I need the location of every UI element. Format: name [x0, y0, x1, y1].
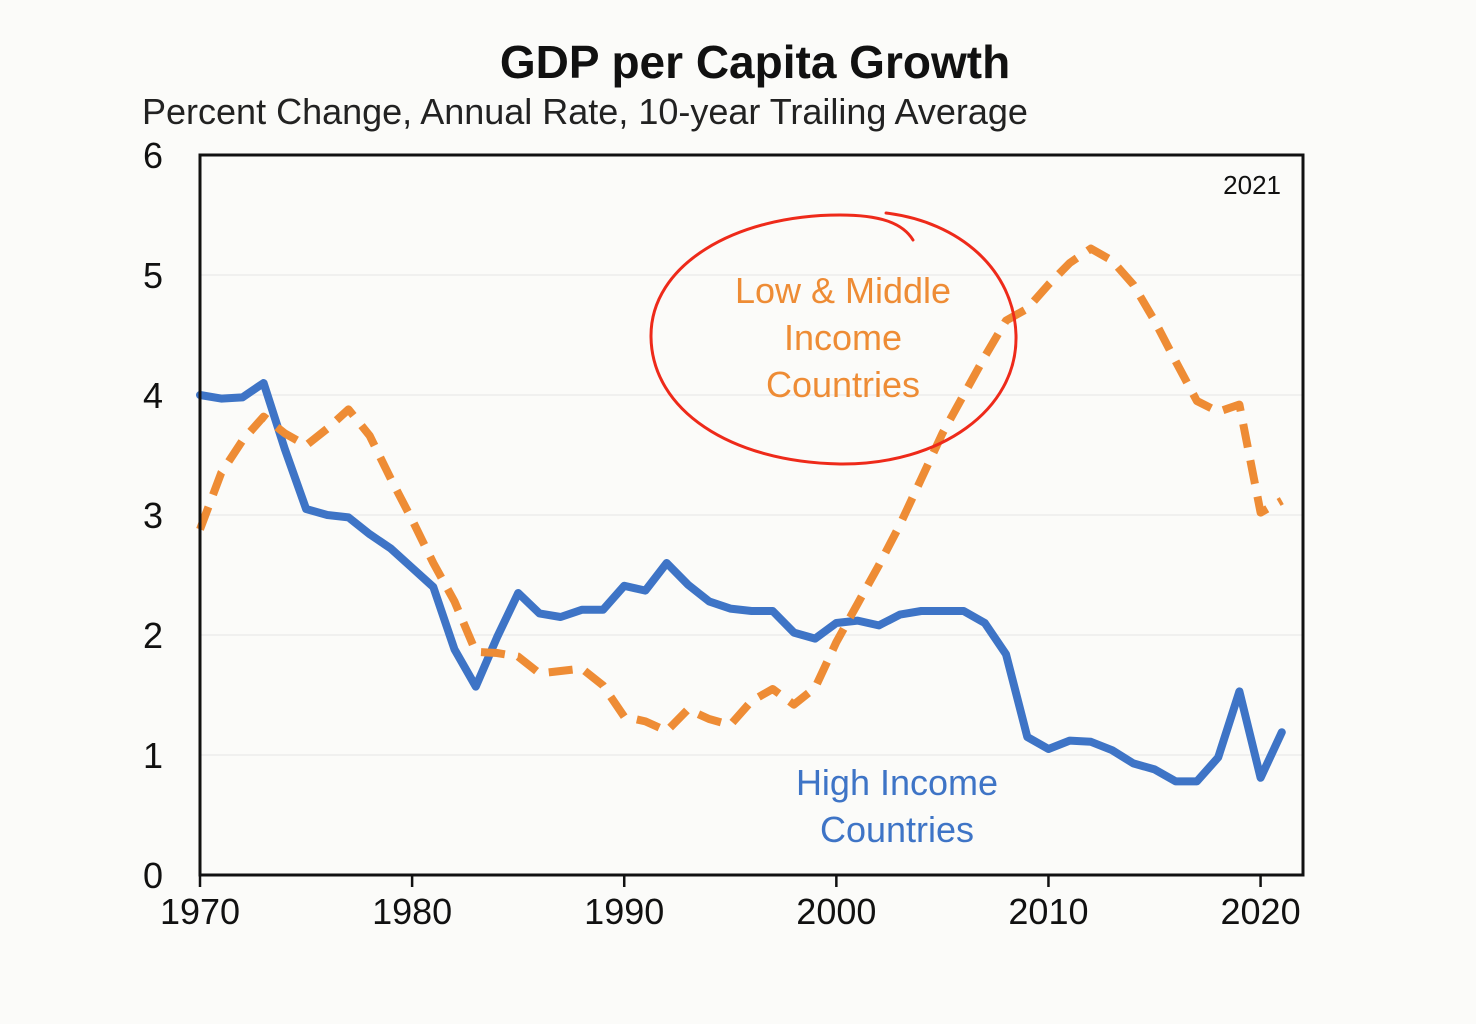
series-label-low-middle-income: Countries [766, 364, 920, 405]
gridlines [200, 274, 1303, 756]
x-tick-label: 2010 [1008, 891, 1088, 932]
x-tick-label: 1990 [584, 891, 664, 932]
y-tick-label: 0 [143, 855, 163, 896]
y-tick-label: 5 [143, 255, 163, 296]
x-tick-label: 1980 [372, 891, 452, 932]
x-tick-label: 2020 [1221, 891, 1301, 932]
x-tick-label: 1970 [160, 891, 240, 932]
year-note: 2021 [1223, 170, 1281, 200]
chart-title: GDP per Capita Growth [500, 36, 1010, 88]
x-tick-label: 2000 [796, 891, 876, 932]
annotation-circle [649, 211, 1018, 466]
y-tick-label: 4 [143, 375, 163, 416]
chart-subtitle: Percent Change, Annual Rate, 10-year Tra… [142, 91, 1028, 132]
series-label-high-income: Countries [820, 809, 974, 850]
y-tick-label: 3 [143, 495, 163, 536]
series-line-high-income [196, 379, 1286, 786]
plot-area-frame [198, 153, 1305, 877]
x-axis-ticks: 1970 1980 1990 2000 2010 2020 [160, 875, 1301, 932]
series-line-low-middle-income [196, 244, 1284, 735]
y-tick-label: 1 [143, 735, 163, 776]
series-labels: High Income Countries Low & Middle Income Co… [735, 270, 998, 850]
series-label-low-middle-income: Income [784, 317, 902, 358]
y-tick-label: 6 [143, 135, 163, 176]
series-label-low-middle-income: Low & Middle [735, 270, 951, 311]
y-tick-label: 2 [143, 615, 163, 656]
series-label-high-income: High Income [796, 762, 998, 803]
series-lines [196, 244, 1286, 786]
y-axis-ticks: 0 1 2 3 4 5 6 [143, 135, 163, 896]
